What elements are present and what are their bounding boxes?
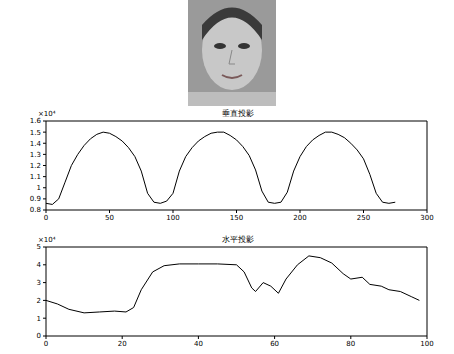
html-text:垂直投影: 垂直投影 — [222, 109, 254, 118]
svg-text:50: 50 — [105, 214, 114, 222]
svg-text:300: 300 — [420, 214, 433, 222]
svg-text:1.5: 1.5 — [30, 129, 41, 137]
svg-text:0: 0 — [44, 214, 48, 222]
svg-text:0.8: 0.8 — [30, 206, 41, 214]
svg-text:1.2: 1.2 — [30, 162, 41, 170]
svg-text:60: 60 — [270, 340, 279, 348]
svg-text:0.9: 0.9 — [30, 195, 41, 203]
svg-text:4: 4 — [37, 261, 42, 269]
svg-text:1: 1 — [37, 315, 41, 323]
svg-text:2: 2 — [37, 297, 41, 305]
svg-text:40: 40 — [194, 340, 203, 348]
svg-text:150: 150 — [230, 214, 243, 222]
svg-text:1.1: 1.1 — [30, 173, 41, 181]
svg-text:250: 250 — [357, 214, 370, 222]
svg-text:80: 80 — [346, 340, 355, 348]
svg-text:20: 20 — [118, 340, 127, 348]
svg-text:1.4: 1.4 — [30, 140, 42, 148]
svg-text:0: 0 — [37, 332, 41, 340]
svg-text:3: 3 — [37, 279, 41, 287]
svg-text:100: 100 — [420, 340, 433, 348]
svg-text:200: 200 — [293, 214, 306, 222]
svg-text:100: 100 — [166, 214, 179, 222]
svg-text:1.6: 1.6 — [30, 117, 42, 125]
html-text:×10⁴: ×10⁴ — [38, 110, 56, 118]
html-text:×10⁴: ×10⁴ — [38, 236, 56, 244]
html-text:水平投影: 水平投影 — [222, 235, 254, 244]
svg-text:5: 5 — [37, 243, 41, 251]
svg-text:0: 0 — [44, 340, 48, 348]
svg-text:1: 1 — [37, 184, 41, 192]
svg-text:1.3: 1.3 — [30, 151, 41, 159]
